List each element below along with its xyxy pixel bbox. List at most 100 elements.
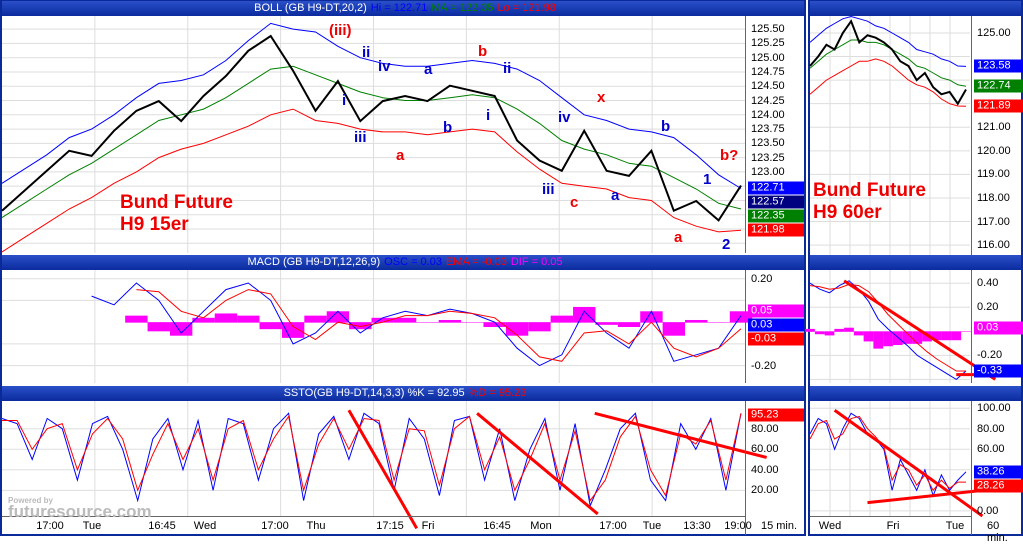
histogram-bar [834, 328, 845, 332]
boll-hi: Hi = 122.71 [370, 2, 428, 14]
histogram-bar [662, 322, 686, 336]
macd-osc: OSC = 0.03 [384, 256, 442, 268]
wave-label: iv [378, 58, 391, 75]
last-value-badge: -0.03 [748, 332, 804, 346]
histogram-bar [573, 306, 596, 323]
y-tick-label: 120.00 [977, 144, 1011, 157]
wave-label: ii [362, 44, 371, 61]
histogram-bar [883, 331, 893, 347]
wave-label: ii [503, 60, 512, 77]
series-signal-line [136, 289, 742, 362]
price-panel-header-60 [810, 1, 1021, 16]
macd-panel-header: MACD (GB H9-DT,12,26,9) OSC = 0.03 EMA = -… [2, 255, 804, 270]
macd-title: MACD (GB H9-DT,12,26,9) [247, 256, 381, 268]
y-tick-label: 124.25 [751, 94, 785, 107]
y-tick-label: 100.00 [977, 402, 1011, 415]
histogram-bar [853, 331, 864, 336]
ssto-plot-60min [809, 401, 984, 518]
histogram-bar [961, 331, 971, 332]
series-price-line [1, 34, 742, 222]
histogram-bar [873, 331, 884, 349]
x-label: Fri [886, 520, 900, 532]
wave-label: a [611, 187, 620, 204]
price-axis-60min: 125.00 121.00 120.00 119.00 118.00 117.00 116.… [971, 16, 1023, 255]
histogram-bar [259, 322, 282, 330]
trendline [347, 409, 419, 530]
series-signal-line [809, 283, 966, 372]
series-lower-line [1, 108, 742, 253]
last-value-badge: 122.74 [974, 79, 1023, 93]
x-label: Wed [818, 520, 842, 532]
y-tick-label: 116.00 [977, 239, 1010, 252]
macd-axis-15min: 0.20 -0.20 0.05 0.03 -0.03 [745, 270, 805, 383]
futuresource-logo: Powered by futuresource.com [8, 496, 152, 520]
wave-label: a [424, 61, 433, 78]
y-tick-label: 125.00 [751, 51, 785, 64]
histogram-bar [483, 322, 506, 327]
histogram-bar [863, 331, 874, 342]
x-label: 13:30 [683, 520, 711, 532]
y-tick-label: 124.50 [751, 80, 785, 93]
wave-label: b? [720, 147, 739, 164]
x-label: Mon [530, 520, 552, 532]
wave-label: iv [558, 109, 571, 126]
wave-label: b [443, 119, 453, 136]
y-tick-label: 60.00 [977, 443, 1005, 456]
histogram-bar [892, 331, 903, 346]
x-label: Tue [642, 520, 662, 532]
last-value-badge: 0.03 [748, 318, 804, 332]
macd-dif: DIF = 0.05 [510, 256, 563, 268]
x-axis-divider [2, 516, 745, 517]
series-d-line [2, 413, 742, 502]
histogram-bar [192, 317, 215, 323]
histogram-bar [550, 315, 574, 323]
histogram-bar [304, 315, 327, 323]
histogram-bar [528, 322, 551, 332]
x-axis-divider-60 [810, 516, 971, 517]
histogram-bar [461, 322, 484, 323]
histogram-bar [214, 313, 238, 323]
x-label: 60 min. [987, 520, 1008, 544]
boll-title: BOLL (GB H9-DT,20,2) [254, 2, 367, 14]
y-tick-label: 80.00 [751, 422, 779, 435]
histogram-bar [685, 319, 708, 323]
wave-label: i [486, 107, 491, 124]
histogram-bar [902, 331, 913, 344]
last-value-badge: 0.05 [748, 304, 804, 318]
histogram-bar [595, 322, 618, 325]
last-value-badge: 95.23 [748, 408, 804, 422]
trendline [843, 279, 997, 381]
wave-label: b [478, 43, 488, 60]
y-tick-label: 0.20 [977, 301, 999, 314]
chart-label-line2: H9 15er [120, 214, 189, 235]
y-tick-label: 80.00 [977, 422, 1005, 435]
y-tick-label: 125.50 [751, 23, 785, 36]
y-tick-label: 124.75 [751, 65, 785, 78]
x-label: 17:00 [261, 520, 289, 532]
wave-label: c [570, 194, 579, 211]
last-value-badge: 121.89 [974, 99, 1023, 113]
chart-label-15er: Bund Future H9 15er [120, 192, 233, 236]
histogram-bar [237, 315, 260, 323]
series-lower-line [809, 58, 967, 107]
histogram-bar [617, 322, 641, 327]
x-label: Thu [306, 520, 326, 532]
last-value-badge: 38.26 [974, 465, 1023, 479]
logo-powered-by: Powered by [8, 496, 53, 505]
price-panel-header: BOLL (GB H9-DT,20,2) Hi = 122.71 MA = 122.… [2, 1, 804, 16]
y-tick-label: 40.00 [751, 463, 779, 476]
y-tick-label: 0.40 [977, 277, 999, 290]
chart-label-60er: Bund Future H9 60er [813, 180, 926, 224]
histogram-bar [729, 311, 753, 323]
histogram-bar [805, 328, 815, 332]
histogram-bar [844, 327, 854, 332]
last-value-badge: 121.98 [748, 223, 804, 237]
macd-axis-60min: 0.40 0.20 -0.20 0.03 -0.33 [971, 270, 1023, 383]
series-d-line [809, 415, 966, 492]
series-upper-line [809, 15, 967, 67]
y-tick-label: 123.00 [751, 165, 785, 178]
y-tick-label: 119.00 [977, 168, 1010, 181]
histogram-bar [438, 319, 462, 323]
chart-label-line1: Bund Future [120, 192, 233, 213]
x-label: 15 min. [760, 520, 798, 532]
